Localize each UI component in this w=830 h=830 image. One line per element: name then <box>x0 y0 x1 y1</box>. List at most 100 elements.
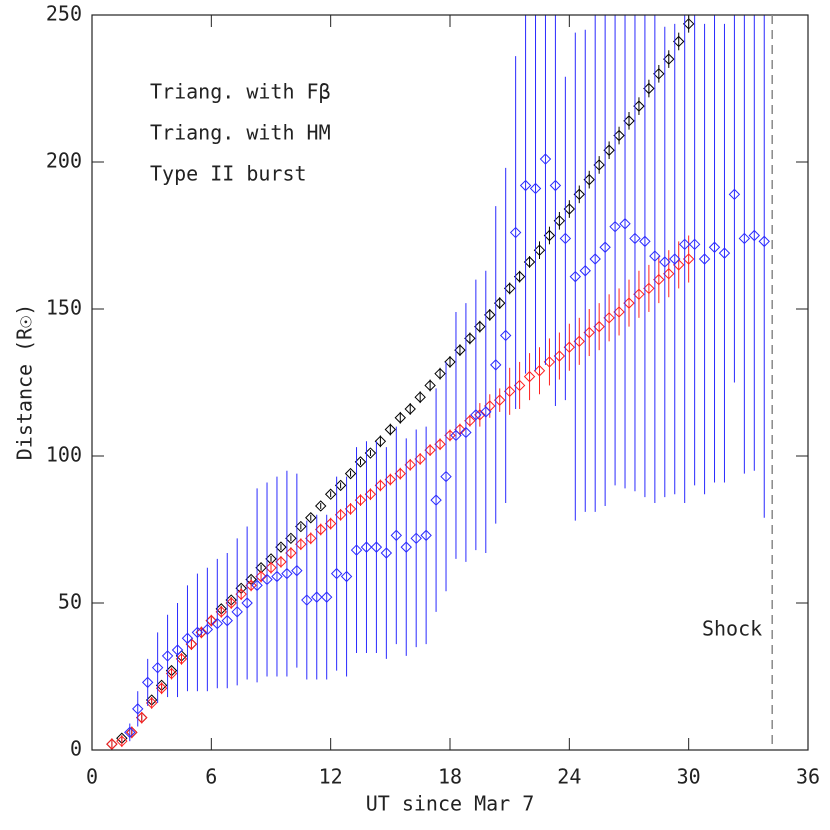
point <box>151 661 164 674</box>
point <box>344 467 357 480</box>
point <box>124 726 136 739</box>
point <box>619 218 631 230</box>
point <box>324 488 337 500</box>
point <box>295 538 307 550</box>
point <box>503 282 516 295</box>
point <box>643 282 655 295</box>
point <box>549 179 562 192</box>
point <box>603 312 615 324</box>
point <box>171 644 184 656</box>
point <box>424 379 436 392</box>
point <box>175 653 188 665</box>
x-tick-label: 12 <box>319 765 343 789</box>
point <box>116 735 128 747</box>
point <box>682 18 695 30</box>
point <box>533 244 546 256</box>
point <box>374 435 387 448</box>
point <box>315 500 327 512</box>
point <box>320 591 333 603</box>
point <box>285 547 297 559</box>
point <box>583 173 595 186</box>
point <box>490 359 502 371</box>
point <box>305 512 317 524</box>
point <box>181 632 194 644</box>
point <box>543 356 556 368</box>
point <box>404 459 416 471</box>
point <box>315 523 327 536</box>
point <box>265 562 277 574</box>
point <box>718 247 731 259</box>
point <box>211 617 224 630</box>
point <box>728 188 741 201</box>
point <box>444 356 456 368</box>
point <box>334 509 347 521</box>
point <box>364 447 377 459</box>
point <box>519 179 532 192</box>
point <box>559 232 572 245</box>
legend-entry: Triang. with HM <box>150 121 331 145</box>
point <box>454 344 466 356</box>
point <box>384 423 397 436</box>
point <box>251 579 263 592</box>
y-tick-label: 50 <box>58 590 82 614</box>
point <box>340 570 353 583</box>
point <box>364 488 377 500</box>
point <box>523 370 536 383</box>
plot-marks <box>106 15 770 750</box>
point <box>420 529 432 542</box>
point <box>165 667 178 680</box>
point <box>603 144 615 156</box>
point <box>394 467 406 480</box>
point <box>132 703 144 715</box>
point <box>539 153 552 165</box>
point <box>221 614 233 627</box>
point <box>275 556 287 568</box>
point <box>225 597 237 609</box>
point <box>623 297 635 309</box>
point <box>434 438 446 450</box>
point <box>195 626 208 639</box>
point <box>161 650 174 662</box>
point <box>354 494 367 506</box>
point <box>106 738 118 750</box>
point <box>295 520 307 533</box>
point <box>291 564 303 577</box>
point <box>513 379 526 392</box>
point <box>354 456 367 468</box>
point <box>573 188 585 201</box>
point <box>394 412 406 424</box>
x-tick-label: 24 <box>557 765 581 789</box>
point <box>688 238 701 251</box>
x-tick-label: 36 <box>796 765 820 789</box>
y-tick-label: 100 <box>46 443 82 467</box>
point <box>285 532 297 545</box>
point <box>553 350 566 362</box>
point <box>748 229 761 242</box>
point <box>659 256 671 268</box>
point <box>374 479 387 492</box>
point <box>430 494 442 506</box>
point <box>231 606 243 618</box>
point <box>191 626 204 639</box>
point <box>384 473 397 486</box>
point <box>663 53 675 65</box>
point <box>261 573 273 586</box>
point <box>509 226 522 239</box>
y-tick-label: 200 <box>46 149 82 173</box>
point <box>480 406 492 418</box>
point <box>145 697 158 709</box>
point <box>380 547 393 559</box>
point <box>669 253 681 265</box>
point <box>499 329 512 342</box>
point <box>126 726 138 739</box>
point <box>643 82 655 95</box>
point <box>141 676 154 689</box>
point <box>311 591 323 603</box>
y-axis-label: Distance (R☉) <box>13 304 37 461</box>
point <box>673 35 685 48</box>
point <box>708 241 721 253</box>
point <box>529 182 542 195</box>
point <box>155 682 168 694</box>
point <box>653 273 665 286</box>
